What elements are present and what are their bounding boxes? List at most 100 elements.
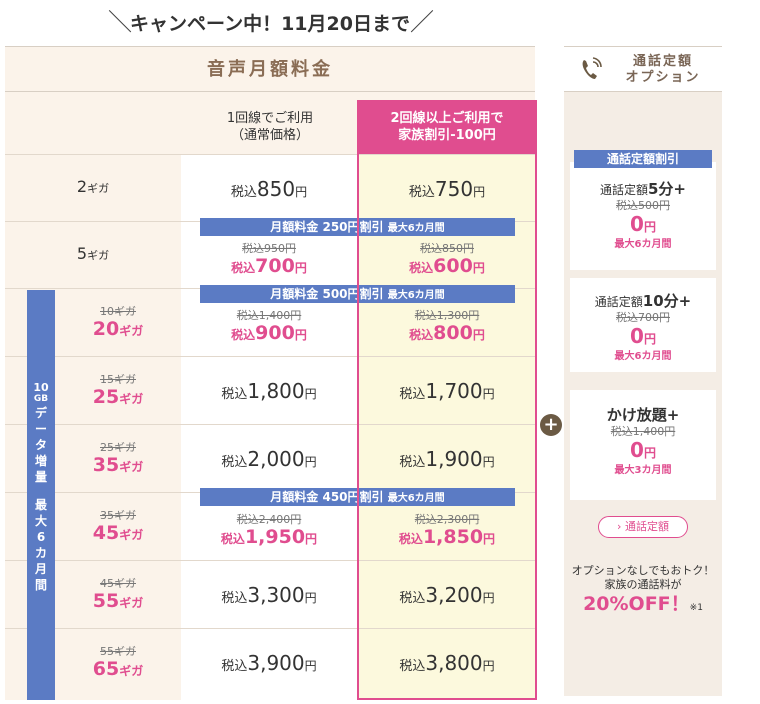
band-text: カ (34, 546, 47, 560)
plan-label: 45ギガ 55ギガ (55, 561, 181, 628)
giga-unit: ギガ (119, 664, 144, 678)
discount-price: 700 (255, 255, 295, 277)
option-card-10min: 通話定額10分+ 税込700円 0円 最大6カ月間 (570, 278, 716, 372)
band-text: GB (33, 394, 49, 404)
band-text: 月 (34, 562, 47, 576)
option-head-l1: 通話定額 (632, 54, 693, 69)
old-giga: 15ギガ (100, 373, 136, 386)
price-value: 3,800 (425, 651, 483, 675)
campaign-header: ＼キャンペーン中！11月20日まで／ (0, 4, 540, 40)
slash-left-icon: ＼ (108, 8, 133, 36)
option-head-l2: オプション (625, 70, 701, 85)
price-single: 税込3,900円 (181, 629, 357, 700)
price-single: 税込1,800円 (181, 357, 357, 424)
card-unit: 円 (643, 332, 656, 346)
card-months: 最大3カ月間 (614, 465, 672, 476)
yen-unit: 円 (482, 387, 495, 401)
col1-line2: （通常価格） (230, 128, 309, 143)
yen-unit: 円 (294, 328, 307, 342)
card-price: 0 (630, 212, 644, 236)
banner-main: 月額料金 250円割引 (270, 220, 384, 234)
price-family: 税込3,800円 (357, 629, 537, 700)
slash-right-icon: ／ (409, 8, 434, 36)
giga-unit: ギガ (87, 182, 110, 195)
giga-value: 55 (92, 590, 120, 612)
banner-sub: 最大6カ月間 (387, 493, 445, 504)
card-name: 5分+ (648, 180, 687, 198)
tax-prefix: 税込 (399, 455, 426, 470)
old-price: 税込1,300円 (414, 309, 480, 322)
yen-unit: 円 (295, 185, 308, 199)
card-pre: 通話定額 (599, 183, 648, 197)
price-value: 3,200 (425, 583, 483, 607)
old-price: 税込2,400円 (236, 513, 302, 526)
giga-value: 5 (76, 244, 88, 263)
plan-label: 25ギガ 35ギガ (55, 425, 181, 492)
band-text: 6 (36, 530, 46, 544)
table-row: 55ギガ 65ギガ 税込3,900円 税込3,800円 (5, 628, 537, 700)
giga-value: 2 (76, 177, 88, 196)
band-text: ー (34, 422, 47, 436)
band-text: 最 (34, 498, 47, 512)
call-discount-tag: 通話定額割引 (574, 150, 712, 168)
card-old-price: 税込500円 (616, 199, 670, 212)
option-card-5min: 通話定額5分+ 税込500円 0円 最大6カ月間 (570, 162, 716, 270)
plan-label: 10ギガ 20ギガ (55, 289, 181, 356)
yen-unit: 円 (304, 591, 317, 605)
giga-unit: ギガ (119, 528, 144, 542)
price-value: 3,900 (247, 651, 305, 675)
plan-label: 55ギガ 65ギガ (55, 629, 181, 700)
giga-unit: ギガ (119, 460, 144, 474)
discount-banner-500: 月額料金 500円割引 最大6カ月間 (200, 285, 515, 303)
tax-prefix: 税込 (409, 328, 434, 342)
yen-unit: 円 (472, 328, 485, 342)
yen-unit: 円 (304, 455, 317, 469)
note-big: 20%OFF！ (583, 593, 690, 615)
card-old-price: 税込700円 (616, 311, 670, 324)
yen-unit: 円 (482, 455, 495, 469)
giga-value: 35 (92, 454, 120, 476)
discount-price: 800 (433, 322, 473, 344)
note-line1: オプションなしでもおトク！ (571, 564, 715, 577)
old-price: 税込1,400円 (236, 309, 302, 322)
card-unit: 円 (643, 446, 656, 460)
price-value: 850 (256, 177, 296, 201)
col1-line1: 1回線でご利用 (226, 111, 314, 126)
giga-unit: ギガ (119, 596, 144, 610)
tax-prefix: 税込 (220, 532, 245, 546)
discount-banner-450: 月額料金 450円割引 最大6カ月間 (200, 488, 515, 506)
table-row: 25ギガ 35ギガ 税込2,000円 税込1,900円 (5, 424, 537, 492)
yen-unit: 円 (304, 659, 317, 673)
note-ref: ※1 (689, 603, 703, 613)
band-text: 10 (33, 381, 49, 394)
column-header-single-line: 1回線でご利用 （通常価格） (183, 110, 357, 144)
banner-sub: 最大6カ月間 (387, 290, 445, 301)
price-value: 1,900 (425, 447, 483, 471)
tax-prefix: 税込 (409, 261, 434, 275)
old-price: 税込2,300円 (414, 513, 480, 526)
yen-unit: 円 (294, 261, 307, 275)
chevron-right-icon: › (617, 520, 622, 533)
discount-price: 1,850 (422, 526, 484, 548)
table-row: 45ギガ 55ギガ 税込3,300円 税込3,200円 (5, 560, 537, 628)
old-giga: 55ギガ (100, 645, 136, 658)
column-header-family-discount: 2回線以上ご利用で 家族割引-100円 (357, 100, 537, 156)
data-increase-band: 10 GB デ ー タ 増 量 最 大 6 カ 月 間 (27, 290, 55, 700)
giga-value: 25 (92, 386, 120, 408)
discount-price: 1,950 (244, 526, 306, 548)
price-family: 税込750円 (357, 155, 537, 221)
giga-value: 45 (92, 522, 120, 544)
option-card-unlimited: かけ放題+ 税込1,400円 0円 最大3カ月間 (570, 390, 716, 500)
old-price: 税込950円 (242, 242, 296, 255)
note-line2: 家族の通話料が (604, 578, 682, 591)
old-giga: 35ギガ (100, 509, 136, 522)
voice-monthly-fee-table: 音声月額料金 1回線でご利用 （通常価格） 2回線以上ご利用で 家族割引-100… (5, 46, 537, 700)
price-family: 税込3,200円 (357, 561, 537, 628)
price-single: 税込3,300円 (181, 561, 357, 628)
giga-unit: ギガ (87, 249, 110, 262)
call-option-button[interactable]: › 通話定額 (598, 516, 688, 538)
band-text: 増 (34, 454, 47, 468)
card-pre: 通話定額 (594, 295, 643, 309)
price-value: 2,000 (247, 447, 305, 471)
old-giga: 45ギガ (100, 577, 136, 590)
